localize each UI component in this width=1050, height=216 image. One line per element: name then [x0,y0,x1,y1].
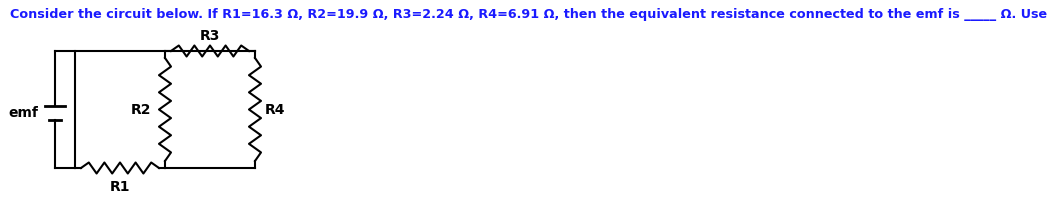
Text: R1: R1 [110,180,130,194]
Text: emf: emf [8,106,38,120]
Text: Consider the circuit below. If R1=16.3 Ω, R2=19.9 Ω, R3=2.24 Ω, R4=6.91 Ω, then : Consider the circuit below. If R1=16.3 Ω… [10,8,1050,21]
Text: R2: R2 [130,103,151,116]
Text: R4: R4 [265,103,286,116]
Text: R3: R3 [200,29,220,43]
